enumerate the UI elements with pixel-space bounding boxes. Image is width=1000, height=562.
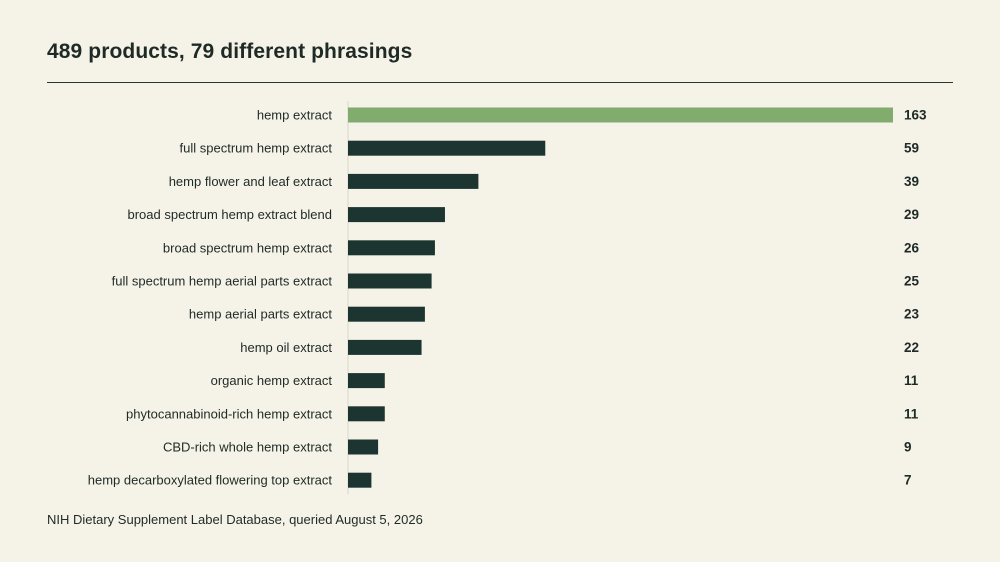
chart-title: 489 products, 79 different phrasings bbox=[47, 40, 413, 63]
value-label: 7 bbox=[904, 473, 912, 488]
bar bbox=[348, 439, 379, 455]
bar bbox=[348, 373, 385, 389]
bar bbox=[348, 306, 425, 322]
value-label: 26 bbox=[904, 240, 920, 255]
source-note: NIH Dietary Supplement Label Database, q… bbox=[47, 512, 423, 527]
title-divider bbox=[47, 82, 953, 83]
category-label: hemp decarboxylated flowering top extrac… bbox=[88, 473, 333, 488]
bar bbox=[348, 339, 422, 355]
category-label: hemp oil extract bbox=[240, 340, 332, 355]
category-label: full spectrum hemp aerial parts extract bbox=[112, 274, 333, 289]
value-label: 39 bbox=[904, 174, 919, 189]
value-label: 11 bbox=[904, 373, 919, 388]
category-label: organic hemp extract bbox=[211, 373, 333, 388]
value-label: 29 bbox=[904, 207, 919, 222]
bar bbox=[348, 472, 372, 488]
value-label: 25 bbox=[904, 274, 920, 289]
bar bbox=[348, 173, 479, 189]
value-label: 9 bbox=[904, 440, 912, 455]
value-label: 163 bbox=[904, 108, 927, 123]
bar bbox=[348, 207, 445, 223]
bar bbox=[348, 140, 546, 156]
category-label: hemp flower and leaf extract bbox=[169, 174, 333, 189]
category-label: phytocannabinoid-rich hemp extract bbox=[126, 406, 332, 421]
value-label: 23 bbox=[904, 307, 920, 322]
category-label: full spectrum hemp extract bbox=[180, 141, 333, 156]
category-label: broad spectrum hemp extract bbox=[163, 240, 332, 255]
category-label: hemp aerial parts extract bbox=[189, 307, 332, 322]
bar bbox=[348, 107, 893, 123]
bar bbox=[348, 273, 432, 289]
category-label: broad spectrum hemp extract blend bbox=[128, 207, 333, 222]
category-label: CBD-rich whole hemp extract bbox=[163, 440, 332, 455]
bar bbox=[348, 406, 385, 422]
value-label: 59 bbox=[904, 141, 919, 156]
value-label: 11 bbox=[904, 406, 919, 421]
category-label: hemp extract bbox=[257, 108, 333, 123]
bar bbox=[348, 240, 435, 256]
value-label: 22 bbox=[904, 340, 919, 355]
